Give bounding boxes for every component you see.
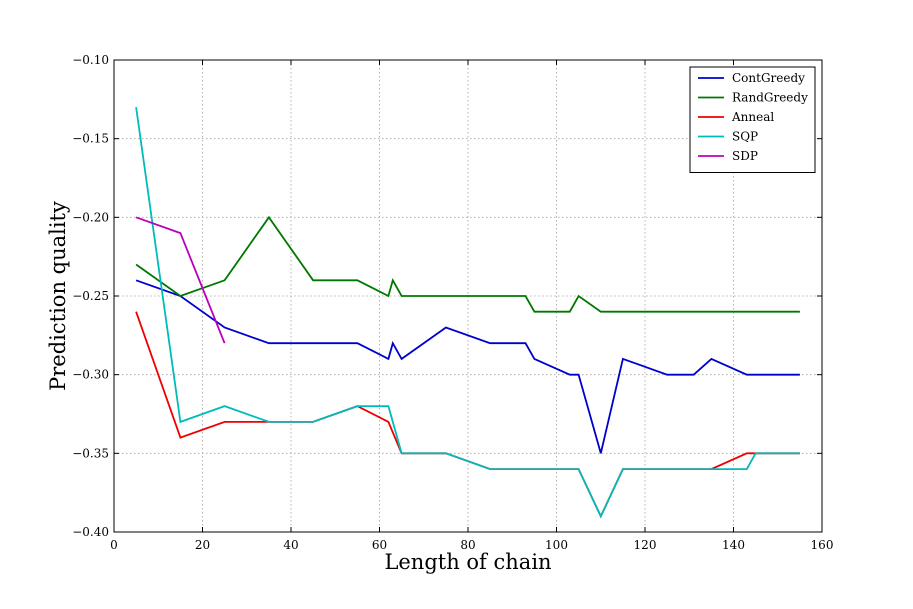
y-axis-label: Prediction quality: [46, 201, 70, 391]
legend: ContGreedy RandGreedy Anneal SQP SDP: [689, 66, 816, 173]
series-sqp-line: [135, 107, 800, 519]
x-tick-label: 80: [460, 538, 475, 552]
legend-label: SQP: [732, 130, 758, 144]
x-tick-label: 160: [811, 538, 834, 552]
axis-ticks: 0 20 40 60 80 100 120 140 160 −0.40 −0.35 −0.30 −0.2…: [72, 53, 833, 552]
y-tick-label: −0.10: [72, 53, 109, 67]
y-tick-label: −0.15: [72, 132, 109, 146]
legend-label: ContGreedy: [732, 71, 805, 85]
x-tick-label: 140: [722, 538, 745, 552]
x-tick-label: 120: [634, 538, 657, 552]
y-tick-label: −0.25: [72, 289, 109, 303]
series-randgreedy-line: [135, 215, 800, 313]
legend-label: RandGreedy: [732, 91, 808, 105]
x-tick-label: 60: [372, 538, 387, 552]
x-tick-label: 20: [195, 538, 210, 552]
y-tick-label: −0.30: [72, 368, 109, 382]
x-tick-label: 0: [110, 538, 118, 552]
series-contgreedy-line: [135, 279, 800, 454]
legend-box: [689, 66, 816, 173]
series-anneal-line: [135, 311, 800, 519]
x-axis-label: Length of chain: [384, 550, 551, 574]
x-tick-label: 100: [545, 538, 568, 552]
legend-label: Anneal: [731, 110, 774, 124]
x-tick-label: 40: [283, 538, 298, 552]
y-tick-label: −0.40: [72, 525, 109, 539]
legend-label: SDP: [732, 149, 758, 163]
y-tick-label: −0.20: [72, 210, 109, 224]
series-sdp-line: [135, 216, 226, 344]
series-lines: [135, 107, 800, 519]
y-tick-label: −0.35: [72, 446, 109, 460]
